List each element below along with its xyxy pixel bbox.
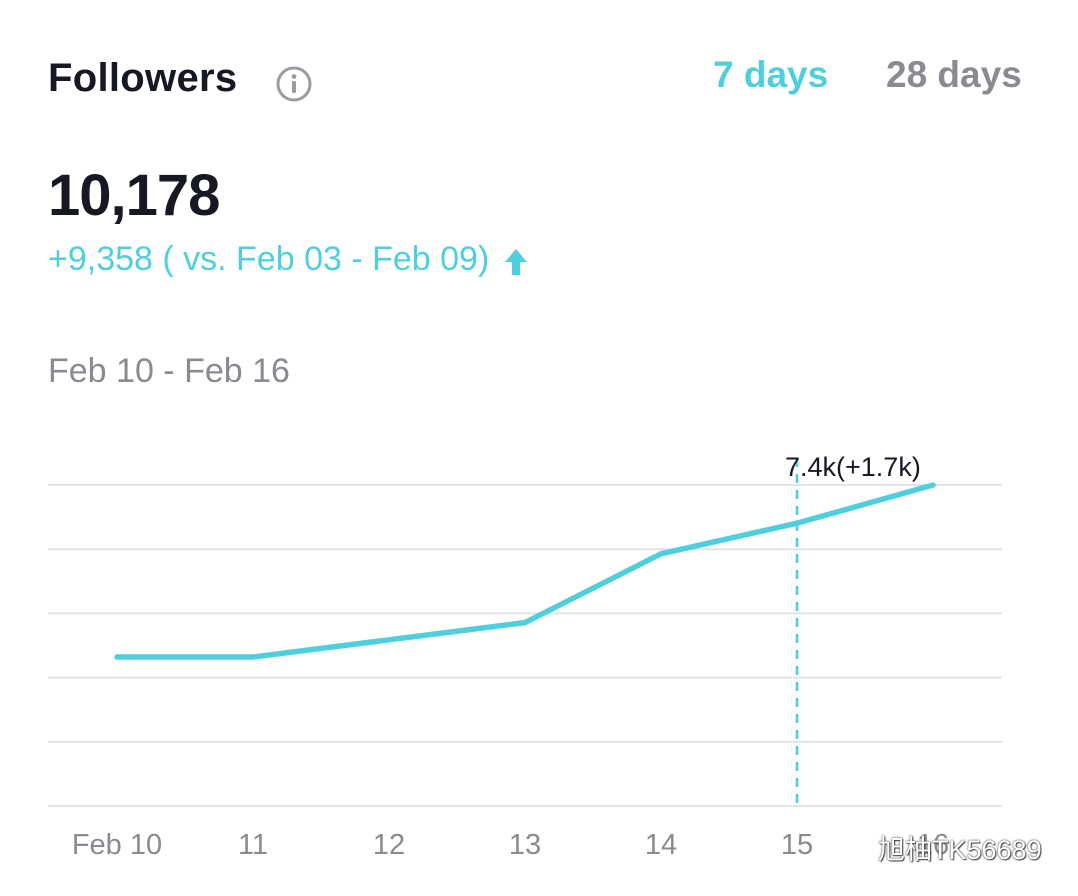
page-title: Followers	[48, 56, 238, 100]
info-icon[interactable]	[274, 64, 314, 104]
watermark: 旭柚TK56689	[826, 828, 1042, 867]
wechat-icon	[826, 830, 869, 864]
tab-7-days[interactable]: 7 days	[713, 54, 829, 95]
series-line	[114, 482, 936, 660]
x-tick-label: 15	[781, 829, 813, 861]
followers-change: +9,358 ( vs. Feb 03 - Feb 09)	[48, 240, 529, 279]
followers-change-text: +9,358 ( vs. Feb 03 - Feb 09)	[48, 240, 490, 278]
tab-28-days[interactable]: 28 days	[886, 54, 1022, 95]
x-tick-label: 16	[917, 829, 949, 861]
x-tick-label: 12	[373, 829, 405, 861]
x-tick-label: 14	[645, 829, 677, 861]
highlight-label: 7.4k(+1.7k)	[785, 452, 921, 482]
watermark-text: 旭柚TK56689	[878, 835, 1042, 865]
followers-total: 10,178	[48, 163, 220, 228]
arrow-up-icon	[505, 248, 528, 275]
x-tick-label: 11	[238, 829, 268, 861]
date-range-label: Feb 10 - Feb 16	[48, 352, 290, 390]
x-tick-label: 13	[509, 829, 541, 861]
x-tick-label: Feb 10	[72, 829, 162, 861]
